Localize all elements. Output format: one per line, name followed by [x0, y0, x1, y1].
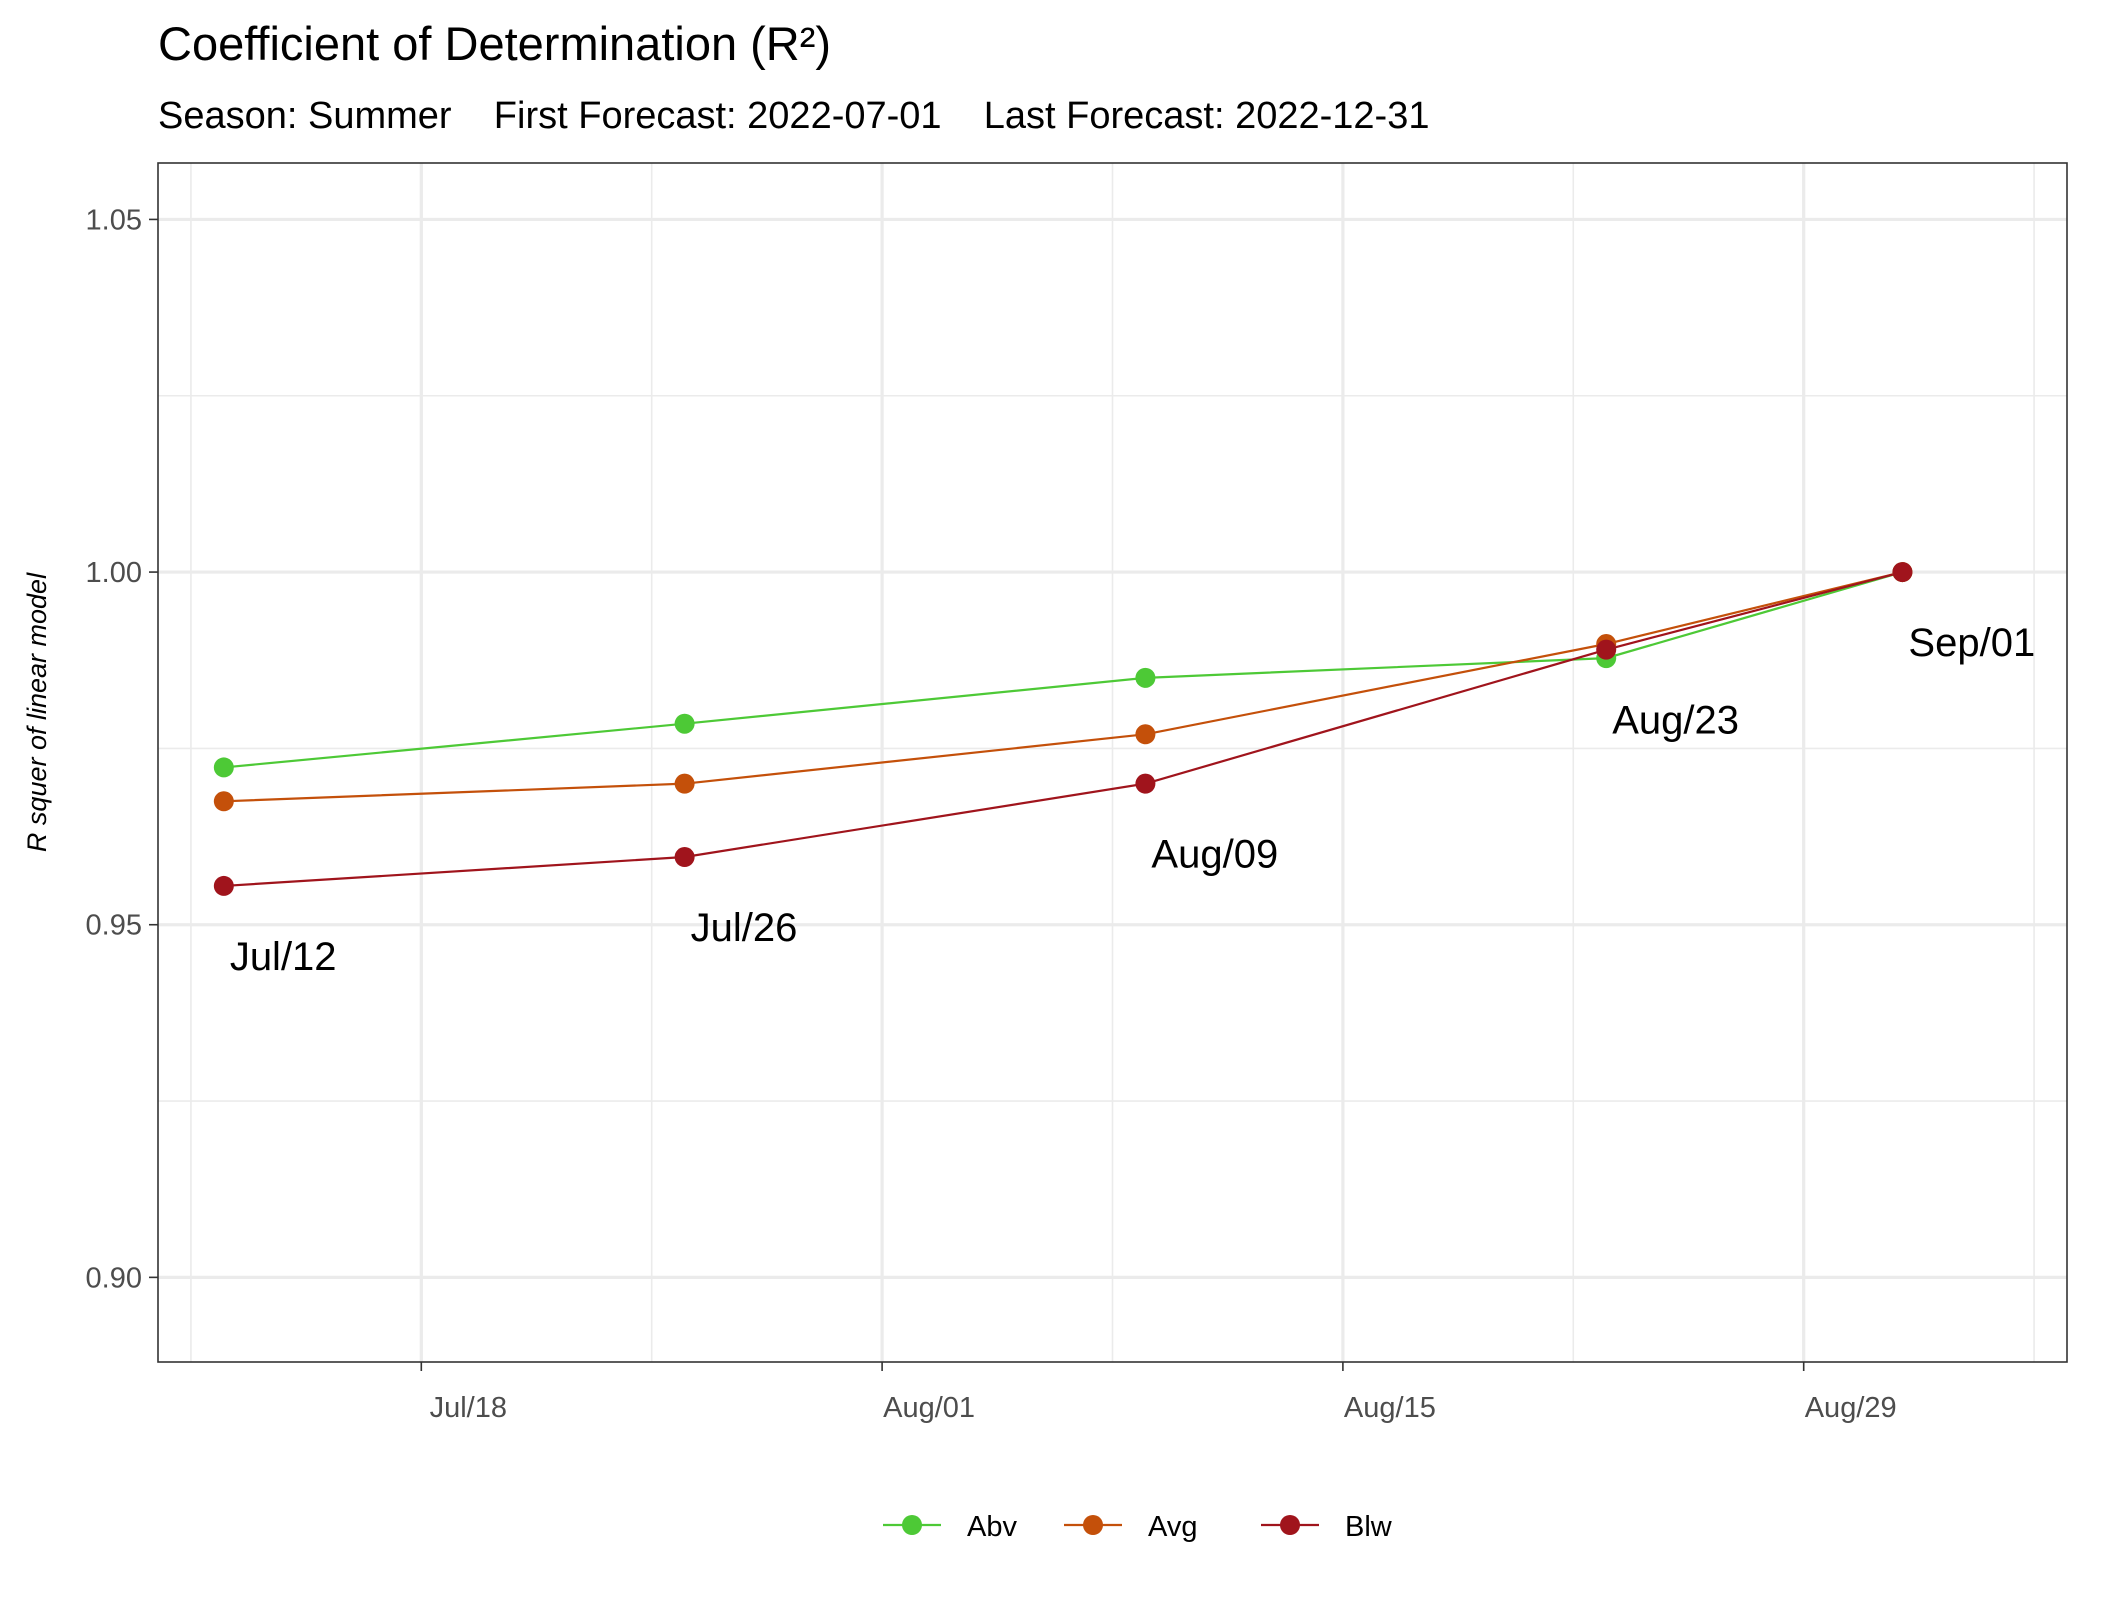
data-point-blw — [674, 847, 695, 868]
x-tick-label: Aug/29 — [1805, 1392, 1897, 1424]
y-tick-label: 1.05 — [86, 204, 142, 236]
point-label: Sep/01 — [1908, 621, 2035, 665]
data-point-abv — [1135, 667, 1156, 688]
data-point-avg — [213, 791, 234, 812]
point-label: Jul/26 — [691, 906, 798, 950]
series-points — [213, 562, 1913, 896]
data-point-avg — [674, 773, 695, 794]
legend-key-point-abv — [902, 1515, 922, 1535]
y-tick-label: 0.95 — [86, 910, 142, 942]
y-axis: 0.90 0.95 1.00 1.05 — [86, 204, 158, 1294]
data-point-blw — [1596, 639, 1617, 660]
y-tick-label: 1.00 — [86, 557, 142, 589]
data-point-abv — [213, 757, 234, 778]
x-tick-label: Jul/18 — [430, 1392, 507, 1424]
point-label: Aug/23 — [1612, 699, 1739, 743]
data-point-avg — [1135, 724, 1156, 745]
y-tick-label: 0.90 — [86, 1262, 142, 1294]
chart-subtitle: Season: Summer First Forecast: 2022-07-0… — [158, 95, 1429, 137]
y-axis-title: R squer of linear model — [22, 572, 52, 852]
legend-key-point-avg — [1083, 1515, 1103, 1535]
point-labels: Jul/12 Jul/26 Aug/09 Aug/23 Sep/01 — [230, 621, 2035, 979]
legend-label-blw: Blw — [1345, 1511, 1393, 1543]
x-tick-label: Aug/15 — [1344, 1392, 1436, 1424]
point-label: Aug/09 — [1151, 833, 1278, 877]
data-point-blw — [1892, 562, 1913, 583]
plot-panel-border — [157, 162, 2068, 1363]
legend-label-abv: Abv — [967, 1511, 1017, 1543]
data-point-blw — [213, 875, 234, 896]
chart-title: Coefficient of Determination (R²) — [158, 17, 831, 70]
x-axis: Jul/18 Aug/01 Aug/15 Aug/29 — [420, 1362, 1897, 1424]
x-tick-label: Aug/01 — [883, 1392, 975, 1424]
point-label: Jul/12 — [230, 935, 337, 979]
minor-gridlines — [158, 163, 2067, 1362]
data-point-abv — [674, 713, 695, 734]
legend-key-point-blw — [1280, 1515, 1300, 1535]
data-point-blw — [1135, 773, 1156, 794]
legend: Abv Avg Blw — [883, 1511, 1393, 1543]
legend-label-avg: Avg — [1148, 1511, 1197, 1543]
